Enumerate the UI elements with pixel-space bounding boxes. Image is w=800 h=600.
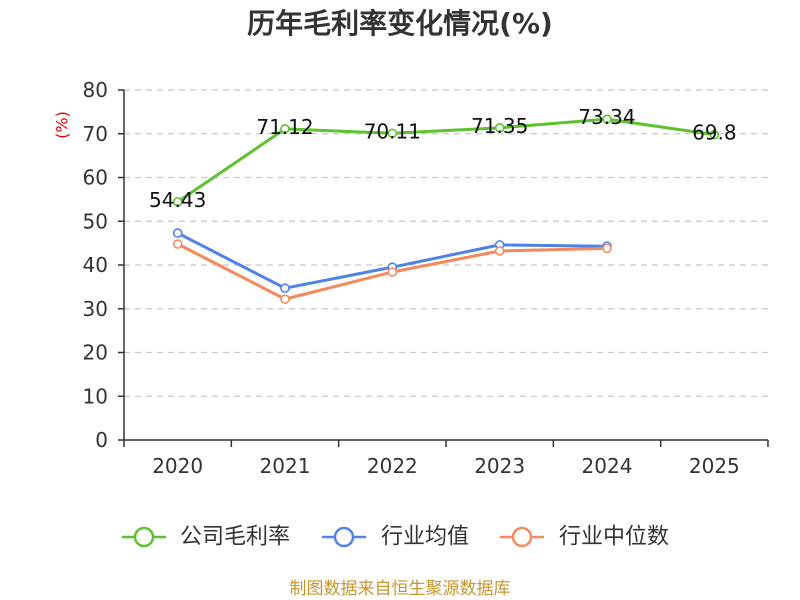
industry-median-point (387, 267, 398, 277)
data-label: 73.34 (578, 105, 635, 129)
y-tick-label: 30 (83, 297, 108, 321)
data-label: 54.43 (149, 188, 206, 212)
data-label: 69.8 (692, 121, 737, 145)
company-gross-margin-point (494, 123, 505, 133)
y-tick-label: 80 (83, 78, 108, 102)
legend-item-industry-mean[interactable]: 行业均值 (322, 525, 469, 550)
x-tick-label: 2023 (474, 454, 525, 478)
x-tick-label: 2021 (260, 454, 311, 478)
industry-median-point (494, 246, 505, 256)
legend-circle-icon (333, 526, 355, 548)
legend-item-company-gross-margin[interactable]: 公司毛利率 (122, 525, 290, 550)
legend-label: 公司毛利率 (180, 525, 290, 550)
x-tick-label: 2025 (689, 454, 740, 478)
industry-mean-point (172, 228, 183, 238)
legend-circle-icon (511, 526, 533, 548)
industry-mean-series (172, 228, 612, 293)
x-tick-label: 2022 (367, 454, 418, 478)
data-label: 70.11 (364, 119, 421, 143)
company-gross-margin-point (172, 197, 183, 207)
industry-median-point (602, 243, 612, 254)
company-gross-margin-point (602, 114, 612, 124)
x-tick-label: 2024 (582, 454, 633, 478)
axes: 0 10 20 30 40 50 60 70 80 2020 2021 2022 2023 2024 202… (83, 78, 769, 478)
legend-label: 行业均值 (381, 525, 469, 550)
industry-median-point (280, 294, 290, 304)
gridlines (124, 89, 768, 397)
data-label: 71.35 (471, 114, 528, 138)
legend-label: 行业中位数 (559, 525, 669, 550)
legend: 公司毛利率 行业均值 行业中位数 (122, 525, 669, 550)
y-tick-label: 60 (83, 166, 108, 190)
industry-mean-line (176, 231, 609, 290)
y-tick-label: 0 (95, 428, 108, 452)
y-tick-label: 70 (83, 122, 108, 146)
industry-median-series (172, 239, 612, 304)
company-gross-margin-point (387, 128, 398, 139)
company-gross-margin-point (280, 124, 290, 134)
x-tick-label: 2020 (152, 454, 203, 478)
y-tick-label: 10 (83, 384, 108, 408)
industry-median-point (172, 239, 183, 249)
plot-area (172, 114, 720, 304)
source-footnote: 制图数据来自恒生聚源数据库 (290, 579, 511, 599)
y-tick-label: 20 (83, 341, 108, 365)
legend-item-industry-median[interactable]: 行业中位数 (500, 525, 669, 550)
company-gross-margin-point (709, 129, 720, 140)
company-gross-margin-series (172, 114, 720, 207)
legend-circle-icon (133, 526, 155, 548)
data-labels: 54.43 71.12 70.11 71.35 73.34 69.8 (149, 105, 737, 212)
y-tick-label: 50 (83, 209, 108, 233)
y-axis-label: (%) (53, 111, 72, 139)
chart-title: 历年毛利率变化情况(%) (247, 7, 553, 40)
industry-mean-point (280, 283, 290, 293)
y-tick-label: 40 (83, 253, 108, 277)
data-label: 71.12 (256, 115, 313, 139)
company-gross-margin-line (176, 117, 716, 204)
